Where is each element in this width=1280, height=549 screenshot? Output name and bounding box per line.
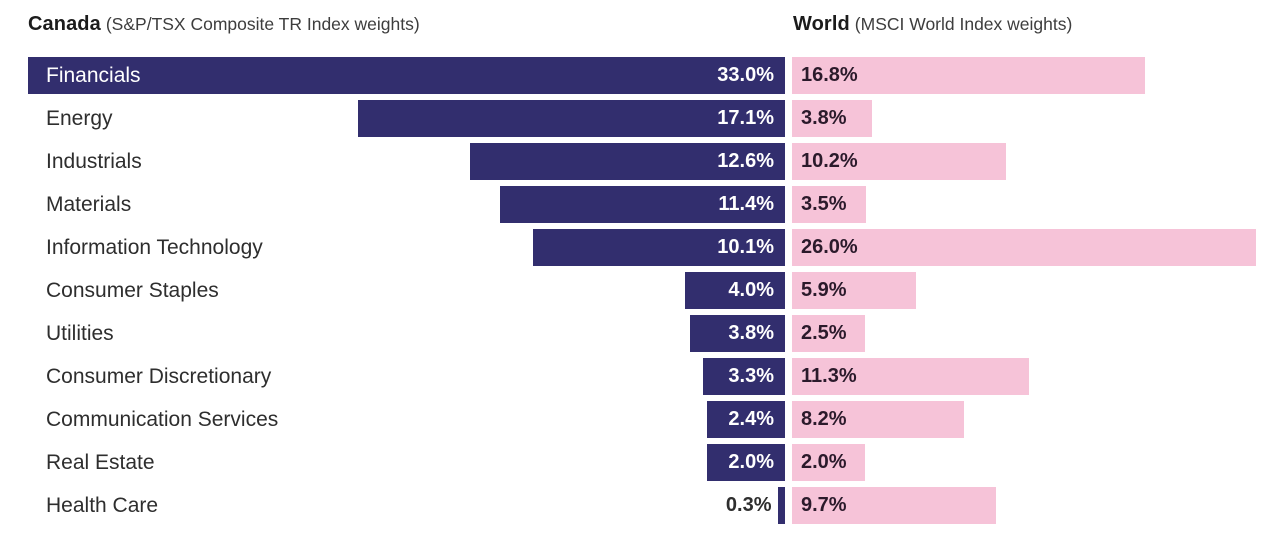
sector-label: Information Technology	[46, 236, 263, 259]
chart-row: Communication Services 2.4% 8.2%	[0, 401, 1280, 438]
world-bar	[792, 100, 872, 137]
chart-row: Energy 17.1% 3.8%	[0, 100, 1280, 137]
chart-row: Health Care 0.3% 9.7%	[0, 487, 1280, 524]
world-bar	[792, 186, 866, 223]
canada-value: 10.1%	[717, 236, 774, 258]
canada-value: 3.8%	[728, 322, 774, 344]
world-value: 5.9%	[801, 279, 847, 301]
sector-label: Consumer Staples	[46, 279, 219, 302]
sector-label: Utilities	[46, 322, 114, 345]
canada-bar	[707, 401, 785, 438]
canada-bar	[707, 444, 785, 481]
canada-value: 33.0%	[717, 64, 774, 86]
world-value: 8.2%	[801, 408, 847, 430]
world-value: 11.3%	[801, 365, 857, 387]
world-bar	[792, 315, 865, 352]
chart-row: Real Estate 2.0% 2.0%	[0, 444, 1280, 481]
world-bar	[792, 401, 965, 438]
canada-bar	[777, 487, 785, 524]
sector-label: Materials	[46, 193, 132, 216]
world-bar	[792, 487, 996, 524]
canada-bar	[500, 186, 785, 223]
world-bar	[792, 272, 916, 309]
world-header: World (MSCI World Index weights)	[793, 13, 1072, 36]
canada-bar	[685, 272, 785, 309]
world-title: World	[793, 13, 850, 35]
sector-label: Financials	[46, 64, 141, 87]
world-value: 26.0%	[801, 236, 858, 258]
canada-bar	[532, 229, 785, 266]
world-bar	[792, 143, 1007, 180]
world-value: 3.5%	[801, 193, 847, 215]
chart-row: Consumer Discretionary 3.3% 11.3%	[0, 358, 1280, 395]
chart-row: Consumer Staples 4.0% 5.9%	[0, 272, 1280, 309]
world-value: 10.2%	[801, 150, 858, 172]
world-bar	[792, 57, 1145, 94]
canada-value: 4.0%	[728, 279, 774, 301]
world-value: 16.8%	[801, 64, 858, 86]
canada-bar	[28, 57, 785, 94]
world-bar	[792, 444, 865, 481]
world-subtitle: (MSCI World Index weights)	[854, 14, 1073, 34]
world-bar	[792, 358, 1030, 395]
chart-row: Materials 11.4% 3.5%	[0, 186, 1280, 223]
canada-value: 2.4%	[728, 408, 774, 430]
canada-value: 17.1%	[717, 107, 774, 129]
world-value: 2.5%	[801, 322, 847, 344]
world-value: 9.7%	[801, 494, 847, 516]
chart-row: Utilities 3.8% 2.5%	[0, 315, 1280, 352]
canada-value: 3.3%	[728, 365, 774, 387]
world-value: 2.0%	[801, 451, 847, 473]
sector-label: Real Estate	[46, 451, 155, 474]
canada-value: 12.6%	[717, 150, 774, 172]
chart-row: Financials 33.0% 16.8%	[0, 57, 1280, 94]
sector-label: Industrials	[46, 150, 142, 173]
sector-label: Communication Services	[46, 408, 279, 431]
canada-title: Canada	[28, 13, 101, 35]
sector-label: Energy	[46, 107, 113, 130]
world-value: 3.8%	[801, 107, 847, 129]
chart-rows: Financials 33.0% 16.8% Energy 17.1% 3.8% Indus…	[0, 57, 1280, 530]
canada-bar	[702, 358, 785, 395]
canada-value: 11.4%	[718, 193, 774, 215]
sector-label: Consumer Discretionary	[46, 365, 272, 388]
sector-label: Health Care	[46, 494, 159, 517]
canada-bar	[470, 143, 785, 180]
canada-header: Canada (S&P/TSX Composite TR Index weight…	[28, 13, 420, 36]
canada-subtitle: (S&P/TSX Composite TR Index weights)	[105, 14, 420, 34]
canada-bar	[690, 315, 785, 352]
canada-bar	[357, 100, 785, 137]
chart-row: Information Technology 10.1% 26.0%	[0, 229, 1280, 266]
chart-row: Industrials 12.6% 10.2%	[0, 143, 1280, 180]
world-bar	[792, 229, 1256, 266]
canada-value: 2.0%	[728, 451, 774, 473]
canada-value: 0.3%	[725, 494, 772, 516]
